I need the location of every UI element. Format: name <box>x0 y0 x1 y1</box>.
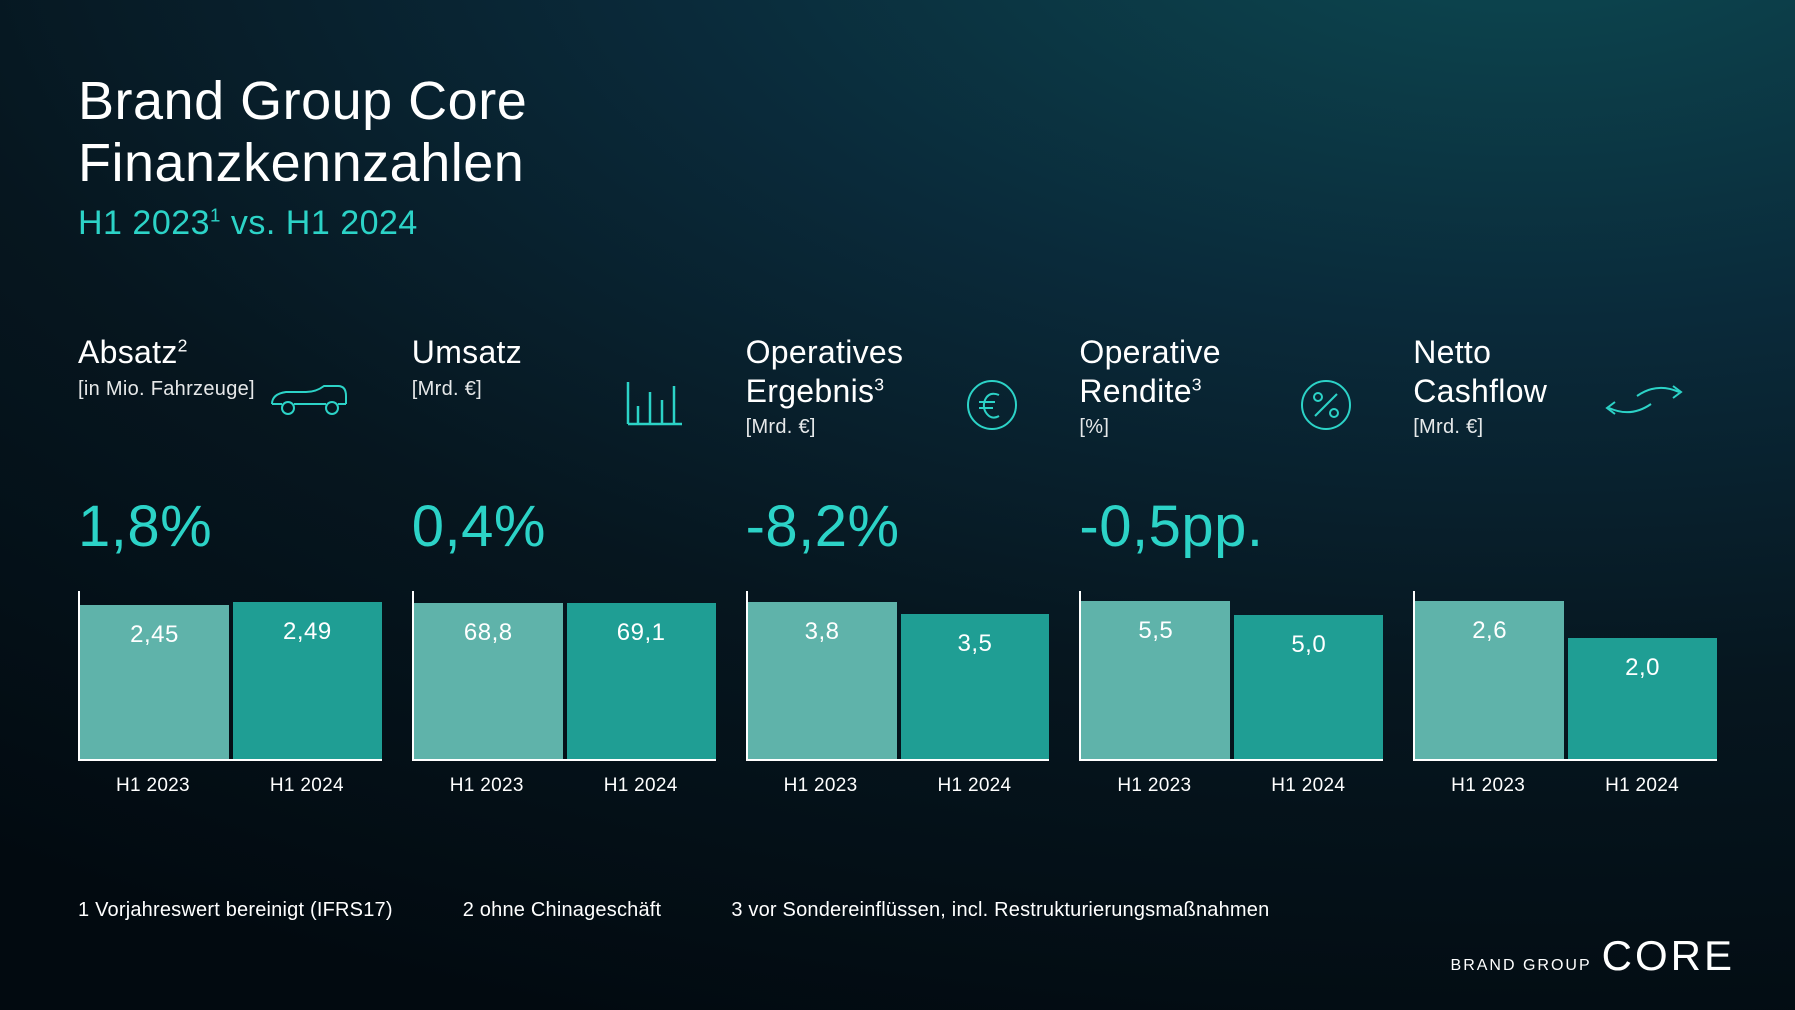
title3-pre: H1 2023 <box>78 204 210 242</box>
metric-chart: 2,45 2,49 H1 2023 H1 2024 <box>78 591 382 797</box>
metric-1: Umsatz [Mrd. €] 0,4% 68,8 69,1 H1 2023 H… <box>412 333 716 797</box>
bar-2024: 2,49 <box>233 602 382 759</box>
metric-title: Absatz2 <box>78 333 382 371</box>
xlabel-0: H1 2023 <box>1413 775 1563 797</box>
title-line-2: Finanzkennzahlen <box>78 132 1717 194</box>
title-line-3: H1 20231 vs. H1 2024 <box>78 204 1717 243</box>
metric-change: -0,5pp. <box>1079 493 1383 561</box>
bar-2024: 2,0 <box>1568 638 1717 759</box>
title3-sup: 1 <box>210 205 221 226</box>
bars: 2,45 2,49 <box>78 591 382 761</box>
title-line-1: Brand Group Core <box>78 70 1717 132</box>
metric-2: OperativesErgebnis3 [Mrd. €] -8,2% 3,8 3… <box>746 333 1050 797</box>
xlabel-1: H1 2024 <box>1233 775 1383 797</box>
brand-footer-small: BRAND GROUP <box>1451 957 1592 975</box>
title-block: Brand Group Core Finanzkennzahlen H1 202… <box>78 70 1717 243</box>
car-icon <box>266 378 352 418</box>
x-axis-labels: H1 2023 H1 2024 <box>746 775 1050 797</box>
metric-chart: 3,8 3,5 H1 2023 H1 2024 <box>746 591 1050 797</box>
x-axis-labels: H1 2023 H1 2024 <box>1079 775 1383 797</box>
xlabel-0: H1 2023 <box>1079 775 1229 797</box>
metric-header: Absatz2 [in Mio. Fahrzeuge] <box>78 333 382 463</box>
xlabel-1: H1 2024 <box>232 775 382 797</box>
bars: 3,8 3,5 <box>746 591 1050 761</box>
flow-icon <box>1601 378 1687 422</box>
metric-header: NettoCashflow [Mrd. €] <box>1413 333 1717 463</box>
footnote-2: 2 ohne Chinageschäft <box>463 899 662 922</box>
metric-chart: 2,6 2,0 H1 2023 H1 2024 <box>1413 591 1717 797</box>
x-axis-labels: H1 2023 H1 2024 <box>1413 775 1717 797</box>
metric-change: 1,8% <box>78 493 382 561</box>
x-axis-labels: H1 2023 H1 2024 <box>78 775 382 797</box>
brand-footer-large: CORE <box>1602 932 1735 980</box>
metric-change: 0,4% <box>412 493 716 561</box>
x-axis-labels: H1 2023 H1 2024 <box>412 775 716 797</box>
bar-2024: 69,1 <box>567 603 716 760</box>
bar-2023: 2,45 <box>80 605 229 759</box>
barchart-icon <box>624 378 686 428</box>
bar-2023: 3,8 <box>748 602 897 760</box>
xlabel-1: H1 2024 <box>900 775 1050 797</box>
bars: 68,8 69,1 <box>412 591 716 761</box>
xlabel-1: H1 2024 <box>1567 775 1717 797</box>
bar-2024: 3,5 <box>901 614 1050 759</box>
metric-chart: 68,8 69,1 H1 2023 H1 2024 <box>412 591 716 797</box>
metric-0: Absatz2 [in Mio. Fahrzeuge] 1,8% 2,45 2,… <box>78 333 382 797</box>
brand-footer: BRAND GROUP CORE <box>1451 932 1735 980</box>
metric-title: Umsatz <box>412 333 716 371</box>
metric-header: OperativesErgebnis3 [Mrd. €] <box>746 333 1050 463</box>
footnote-1: 1 Vorjahreswert bereinigt (IFRS17) <box>78 899 393 922</box>
euro-icon <box>965 378 1019 432</box>
xlabel-1: H1 2024 <box>566 775 716 797</box>
bar-2023: 2,6 <box>1415 601 1564 759</box>
metrics-row: Absatz2 [in Mio. Fahrzeuge] 1,8% 2,45 2,… <box>78 333 1717 797</box>
bar-2023: 5,5 <box>1081 601 1230 759</box>
bar-2024: 5,0 <box>1234 615 1383 759</box>
percent-icon <box>1299 378 1353 432</box>
bar-2023: 68,8 <box>414 603 563 759</box>
metric-header: OperativeRendite3 [%] <box>1079 333 1383 463</box>
bars: 2,6 2,0 <box>1413 591 1717 761</box>
footnote-3: 3 vor Sondereinflüssen, incl. Restruktur… <box>731 899 1269 922</box>
xlabel-0: H1 2023 <box>78 775 228 797</box>
metric-3: OperativeRendite3 [%] -0,5pp. 5,5 5,0 H1… <box>1079 333 1383 797</box>
xlabel-0: H1 2023 <box>746 775 896 797</box>
title3-post: vs. H1 2024 <box>221 204 418 242</box>
metric-4: NettoCashflow [Mrd. €] 2,6 2,0 H1 2023 H… <box>1413 333 1717 797</box>
metric-chart: 5,5 5,0 H1 2023 H1 2024 <box>1079 591 1383 797</box>
footnotes: 1 Vorjahreswert bereinigt (IFRS17) 2 ohn… <box>78 899 1269 922</box>
metric-change <box>1413 493 1717 561</box>
slide: Brand Group Core Finanzkennzahlen H1 202… <box>0 0 1795 1010</box>
xlabel-0: H1 2023 <box>412 775 562 797</box>
metric-change: -8,2% <box>746 493 1050 561</box>
bars: 5,5 5,0 <box>1079 591 1383 761</box>
metric-header: Umsatz [Mrd. €] <box>412 333 716 463</box>
